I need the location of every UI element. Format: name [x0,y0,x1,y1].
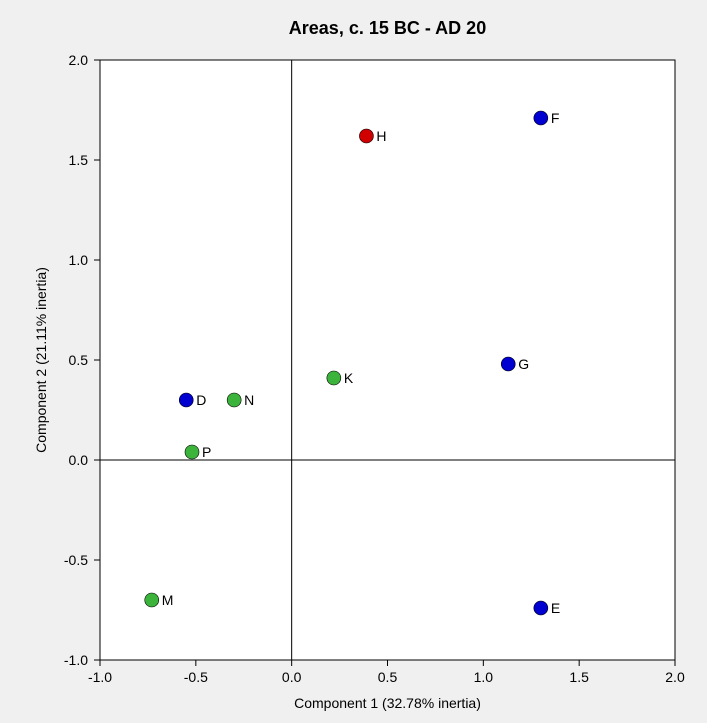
x-tick-label: 1.5 [569,669,589,685]
x-tick-label: -1.0 [88,669,112,685]
data-point [501,357,515,371]
chart-title: Areas, c. 15 BC - AD 20 [289,18,486,38]
y-tick-label: 0.0 [69,452,89,468]
data-point [227,393,241,407]
x-axis-label: Component 1 (32.78% inertia) [294,695,481,711]
data-point [534,111,548,125]
data-point [179,393,193,407]
x-tick-label: -0.5 [184,669,208,685]
x-tick-label: 1.0 [474,669,494,685]
y-tick-label: 1.0 [69,252,89,268]
data-point-label: G [518,356,529,372]
y-tick-label: -1.0 [64,652,88,668]
y-tick-label: 0.5 [69,352,89,368]
y-tick-label: 1.5 [69,152,89,168]
plot-area [100,60,675,660]
data-point [534,601,548,615]
data-point-label: D [196,392,206,408]
data-point [145,593,159,607]
data-point-label: F [551,110,560,126]
x-tick-label: 2.0 [665,669,685,685]
data-point [327,371,341,385]
data-point-label: N [244,392,254,408]
data-point [185,445,199,459]
data-point-label: P [202,444,211,460]
y-tick-label: 2.0 [69,52,89,68]
scatter-plot: -1.0 -0.5 0.0 0.5 1.0 1.5 2.0 -1.0 -0.5 0.0 0.5 1.0… [0,0,707,723]
x-tick-label: 0.0 [282,669,302,685]
data-point-label: E [551,600,560,616]
data-point-label: K [344,370,354,386]
y-axis-label: Component 2 (21.11% inertia) [33,267,49,453]
data-point [359,129,373,143]
chart-root: -1.0 -0.5 0.0 0.5 1.0 1.5 2.0 -1.0 -0.5 0.0 0.5 1.0… [0,0,707,723]
x-tick-label: 0.5 [378,669,398,685]
y-tick-label: -0.5 [64,552,88,568]
data-point-label: M [162,592,174,608]
data-point-label: H [376,128,386,144]
